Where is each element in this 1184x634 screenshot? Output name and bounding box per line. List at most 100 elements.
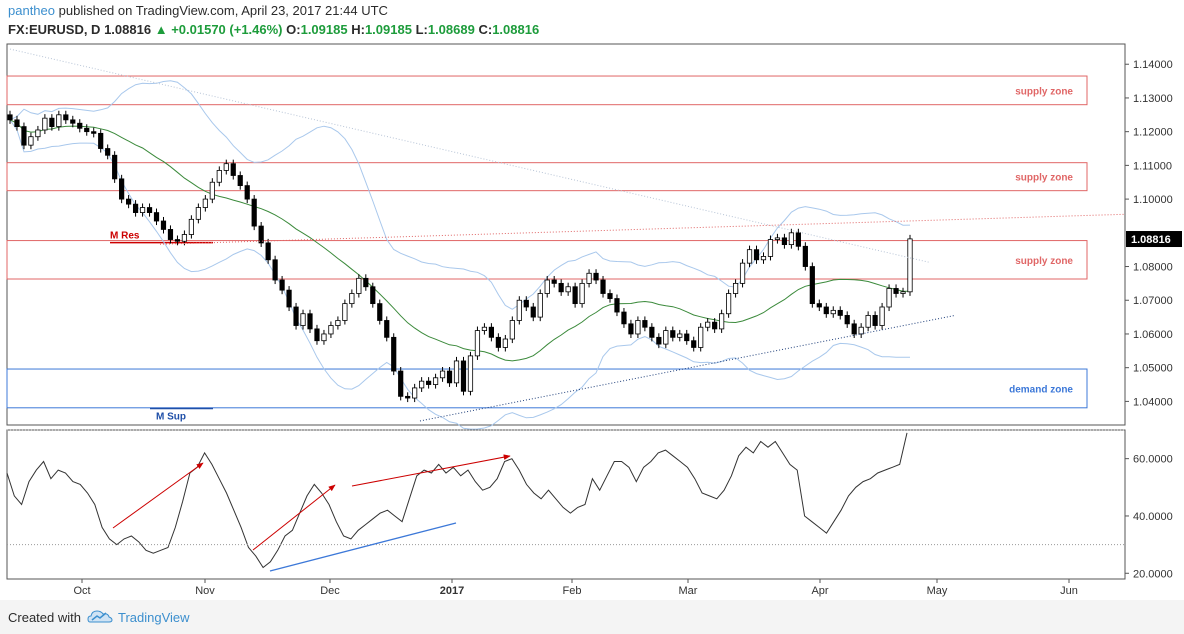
candle (586, 272, 592, 284)
candle (649, 326, 655, 338)
price-chart[interactable]: 1.14000 1.13000 1.12000 1.11000 1.10000 1.080… (0, 42, 1184, 600)
candle (726, 293, 732, 315)
candle (349, 293, 355, 305)
candle (760, 256, 767, 261)
rsi-tick-label: 20.0000 (1133, 568, 1173, 580)
candle (321, 333, 327, 342)
candle (530, 306, 536, 318)
rsi-support-line (269, 522, 457, 572)
time-tick-label: Apr (811, 585, 828, 597)
demand-zone-box (6, 368, 1088, 409)
candle (893, 288, 899, 294)
candle (237, 175, 243, 187)
candle (809, 266, 815, 305)
candle (481, 326, 488, 331)
candle (558, 282, 564, 293)
candle (830, 309, 836, 315)
candle (153, 212, 160, 222)
candle (174, 239, 181, 242)
candle (446, 370, 453, 384)
candle (684, 333, 690, 342)
low-label: L: (415, 22, 428, 37)
candle (188, 218, 194, 235)
candle (419, 380, 425, 389)
lower-band-line (9, 119, 910, 430)
candle (774, 237, 781, 240)
candle (551, 279, 557, 284)
candle (544, 279, 550, 294)
candle (98, 132, 104, 149)
candle (663, 330, 669, 345)
author-link[interactable]: pantheo (8, 3, 55, 18)
candle (572, 286, 578, 305)
price-change: +0.01570 (+1.46%) (171, 22, 283, 37)
resistance-trendline (159, 213, 1126, 245)
candle (628, 323, 634, 335)
candle (126, 198, 132, 205)
candle (42, 117, 48, 131)
candle (286, 289, 292, 308)
candle (398, 370, 404, 397)
candle (691, 340, 697, 348)
rsi-pane[interactable]: 60.0000 40.0000 20.0000 (6, 429, 1173, 580)
published-text: published on TradingView.com, April 23, … (58, 3, 388, 18)
candle (363, 277, 369, 288)
rsi-tick-label: 60.0000 (1133, 454, 1173, 466)
candle (635, 320, 641, 335)
candle (14, 119, 20, 128)
candle (432, 377, 439, 385)
candle (35, 129, 41, 138)
price-pane[interactable]: 1.14000 1.13000 1.12000 1.11000 1.10000 1.080… (6, 43, 1182, 430)
footer: Created with TradingView (0, 600, 1184, 634)
candle (84, 127, 90, 133)
symbol-line: FX:EURUSD, D 1.08816 ▲ +0.01570 (+1.46%)… (8, 22, 539, 37)
time-tick-label: Dec (320, 585, 340, 597)
price-pane-frame (6, 43, 1126, 426)
candle (593, 272, 599, 281)
rsi-line (6, 432, 908, 569)
candle (788, 232, 794, 246)
tradingview-brand[interactable]: TradingView (118, 610, 190, 625)
candle (516, 299, 522, 321)
candle (865, 315, 871, 328)
candle (356, 277, 362, 294)
candle (251, 198, 257, 227)
candle (621, 311, 627, 325)
candle (537, 293, 543, 318)
candle (146, 207, 153, 213)
candle (139, 207, 146, 213)
rsi-pane-frame (6, 429, 1126, 580)
close-label: C: (478, 22, 493, 37)
last-price-label: 1.08816 (1131, 234, 1171, 246)
candle (377, 303, 383, 321)
symbol-name: FX:EURUSD, D (8, 22, 101, 37)
candle (384, 320, 390, 338)
rsi-divergence-arrow (351, 454, 511, 487)
tradingview-logo-icon[interactable] (87, 607, 113, 625)
candle (91, 131, 97, 134)
candle (77, 122, 83, 129)
candle (426, 380, 432, 385)
time-tick-label: Feb (563, 585, 582, 597)
supply-zone-box (6, 162, 1088, 192)
candle (216, 170, 222, 183)
candle (781, 237, 788, 246)
candle (307, 313, 313, 330)
candle (851, 323, 857, 335)
candle (816, 303, 822, 308)
candle (49, 117, 55, 128)
candle (328, 325, 334, 335)
rsi-divergence-arrow (252, 484, 336, 551)
candle (112, 154, 118, 180)
candle (63, 114, 69, 121)
price-tick-label: 1.04000 (1133, 396, 1173, 408)
candle (523, 299, 529, 308)
level-label: M Sup (156, 411, 186, 422)
candle (195, 207, 201, 220)
time-tick-label: 2017 (440, 585, 464, 597)
candle (293, 306, 299, 326)
open-label: O: (286, 22, 301, 37)
price-tick-label: 1.10000 (1133, 194, 1173, 206)
candle (460, 360, 467, 392)
close-value: 1.08816 (492, 22, 540, 37)
